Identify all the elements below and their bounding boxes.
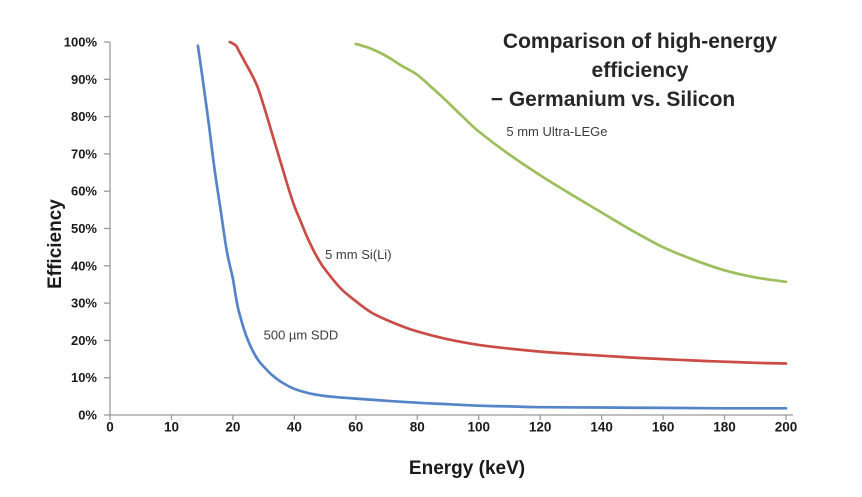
x-tick-label: 120 xyxy=(529,420,552,435)
y-tick-label: 30% xyxy=(71,296,97,311)
chart-title: Comparison of high-energy efficiency − G… xyxy=(462,27,818,114)
x-tick-label: 60 xyxy=(348,420,363,435)
series-curve-5-mm-ultra-lege xyxy=(354,42,788,284)
curve-label-5-mm-si-li: 5 mm Si(Li) xyxy=(325,247,391,262)
y-tick-label: 80% xyxy=(71,109,97,124)
y-tick-label: 40% xyxy=(71,258,97,273)
x-tick-label: 200 xyxy=(775,420,798,435)
x-tick-label: 160 xyxy=(652,420,675,435)
x-axis-title: Energy (keV) xyxy=(408,458,526,479)
x-tick-label: 20 xyxy=(225,420,240,435)
x-tick-label: 100 xyxy=(467,420,490,435)
y-tick-label: 20% xyxy=(71,333,97,348)
y-axis-title: Efficiency xyxy=(45,199,66,289)
y-tick-label: 70% xyxy=(71,146,97,161)
x-tick-label: 180 xyxy=(713,420,736,435)
x-tick-label: 80 xyxy=(410,420,425,435)
curve-label-5-mm-ultra-lege: 5 mm Ultra-LEGe xyxy=(506,124,607,139)
x-tick-label: 40 xyxy=(287,420,302,435)
y-tick-label: 60% xyxy=(71,184,97,199)
y-tick-label: 10% xyxy=(71,370,97,385)
y-tick-label: 0% xyxy=(78,408,97,423)
y-tick-label: 90% xyxy=(71,72,97,87)
y-tick-label: 100% xyxy=(64,35,98,50)
y-tick-label: 50% xyxy=(71,221,97,236)
series-curve-5-mm-si-li xyxy=(228,40,788,365)
x-tick-label: 0 xyxy=(106,420,114,435)
x-tick-label: 10 xyxy=(164,420,179,435)
series-curve-500-m-sdd xyxy=(196,44,788,410)
curve-label-500-m-sdd: 500 µm SDD xyxy=(264,327,339,342)
chart-title-line2: − Germanium vs. Silicon xyxy=(490,88,736,111)
x-tick-label: 140 xyxy=(590,420,613,435)
chart-title-line1: Comparison of high-energy efficiency xyxy=(502,30,778,82)
